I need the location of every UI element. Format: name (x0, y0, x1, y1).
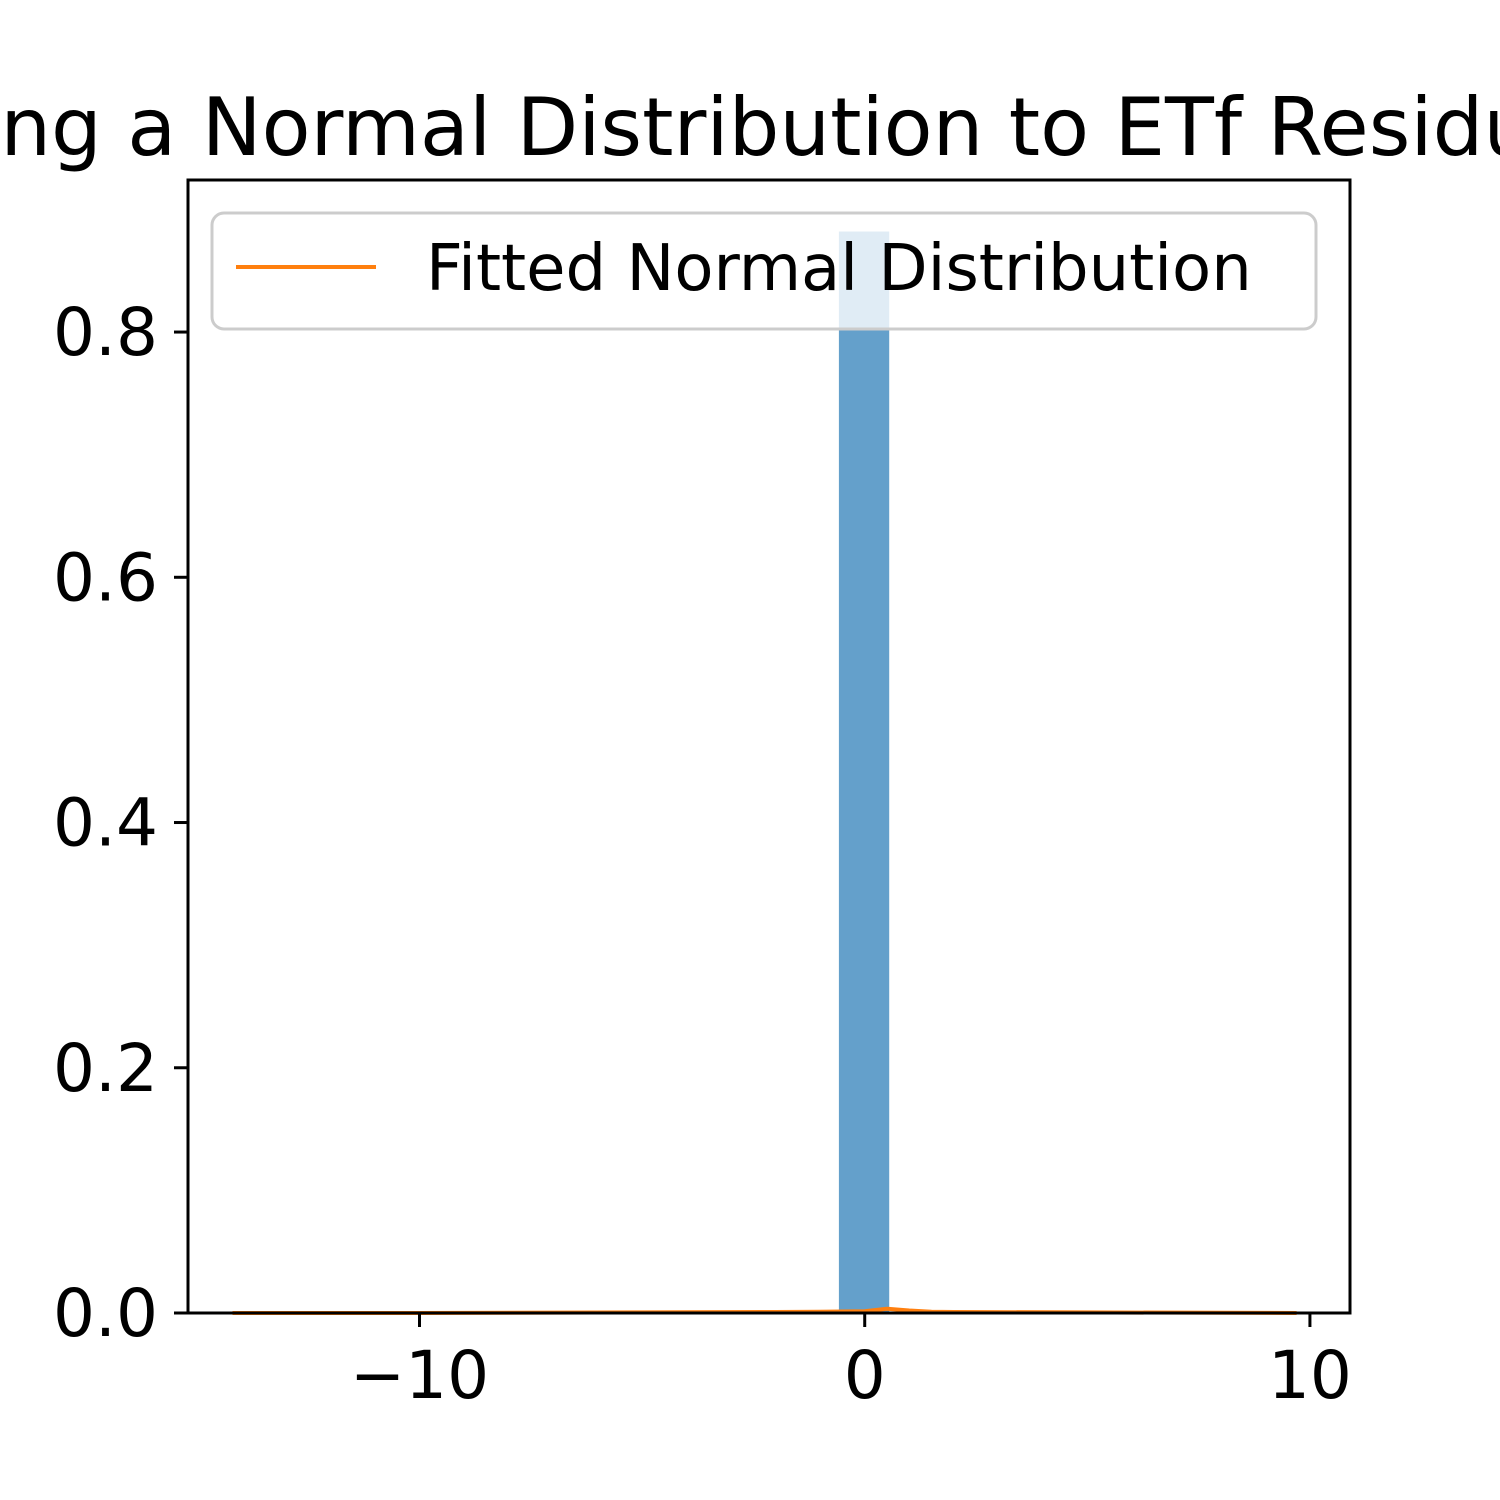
y-tick-label: 0.6 (53, 539, 158, 616)
x-tick-label: −10 (350, 1337, 489, 1414)
legend-label: Fitted Normal Distribution (426, 232, 1252, 306)
histogram-bar (838, 231, 890, 1313)
chart-title: Fitting a Normal Distribution to ETf Res… (0, 81, 1500, 174)
y-tick-label: 0.2 (53, 1030, 158, 1107)
x-axis-ticks: −10 0 10 (350, 1313, 1352, 1414)
x-tick-label: 0 (844, 1337, 886, 1414)
x-tick-label: 10 (1268, 1337, 1352, 1414)
histogram-bars (838, 231, 890, 1313)
y-tick-label: 0.8 (53, 294, 158, 371)
legend-box (210, 211, 1318, 331)
y-tick-label: 0.0 (53, 1275, 158, 1352)
y-axis-ticks: 0.0 0.2 0.4 0.6 0.8 (53, 294, 188, 1352)
y-tick-label: 0.4 (53, 785, 158, 862)
legend: Fitted Normal Distribution (210, 211, 1318, 331)
axes-frame (186, 178, 1352, 1315)
